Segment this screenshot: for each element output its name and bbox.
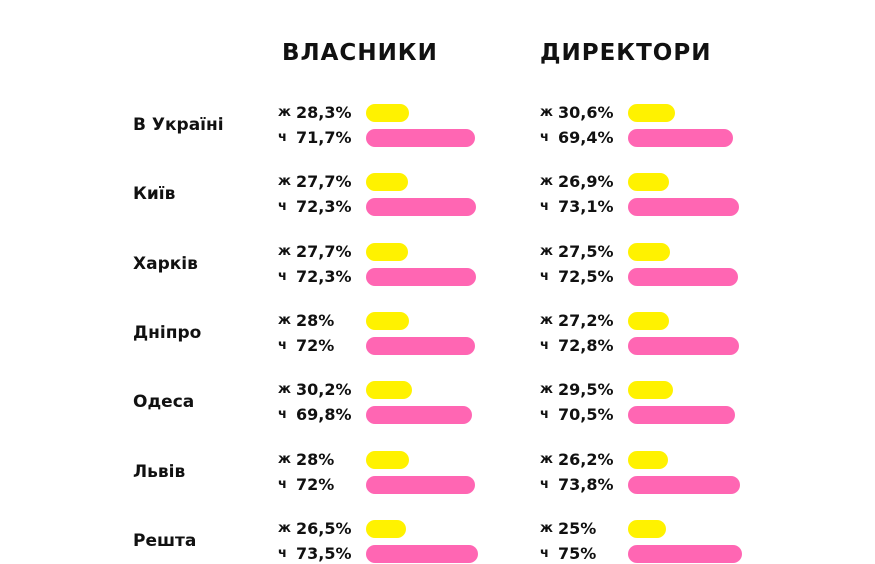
sex-label: ч: [540, 130, 549, 145]
value-label: 72,8%: [558, 335, 614, 355]
sex-label: ч: [278, 337, 287, 353]
bar-men: [628, 198, 739, 217]
value-label: 30,6%: [558, 103, 614, 122]
bar-women: [366, 104, 409, 122]
city-label: Львів: [133, 461, 186, 482]
value-label: 27,7%: [296, 241, 352, 261]
bar-women: [628, 173, 669, 192]
sex-label: ч: [278, 130, 287, 145]
value-label: 27,2%: [558, 310, 614, 330]
bar-men: [366, 267, 476, 286]
city-label: Дніпро: [133, 322, 202, 343]
city-label: Решта: [133, 530, 197, 551]
sex-label: ж: [540, 174, 553, 190]
bar-men: [628, 267, 738, 286]
sex-label: ч: [278, 199, 287, 215]
sex-label: ж: [278, 451, 291, 467]
value-label: 27,7%: [296, 172, 352, 192]
sex-label: ж: [278, 243, 291, 259]
value-label: 73,5%: [296, 543, 352, 563]
value-label: 26,9%: [558, 172, 614, 192]
sex-label: ч: [540, 476, 549, 492]
sex-label: ж: [540, 243, 553, 259]
value-label: 72,3%: [296, 266, 352, 286]
sex-label: ж: [540, 451, 553, 467]
sex-label: ж: [278, 105, 291, 120]
sex-label: ч: [278, 407, 287, 423]
bar-women: [628, 242, 670, 261]
bar-men: [628, 129, 733, 147]
bar-men: [628, 336, 739, 355]
bar-men: [628, 406, 735, 425]
sex-label: ч: [278, 268, 287, 284]
sex-label: ч: [540, 268, 549, 284]
bar-women: [628, 104, 675, 122]
sex-label: ч: [540, 407, 549, 423]
city-label: Одеса: [133, 392, 195, 413]
value-label: 72,3%: [296, 197, 352, 217]
value-label: 71,7%: [296, 128, 352, 147]
bar-men: [366, 336, 475, 355]
bar-men: [366, 129, 475, 147]
sex-label: ж: [278, 382, 291, 398]
column-title-directors: ДИРЕКТОРИ: [540, 40, 712, 66]
sex-label: ж: [278, 174, 291, 190]
sex-label: ж: [278, 520, 291, 536]
sex-label: ч: [540, 199, 549, 215]
bar-women: [366, 519, 406, 538]
column-title-owners: ВЛАСНИКИ: [282, 40, 438, 66]
bar-women: [366, 242, 408, 261]
value-label: 73,1%: [558, 197, 614, 217]
bar-men: [628, 544, 742, 563]
chart: ВЛАСНИКИ ДИРЕКТОРИ В Україні ж 28,3% ч 71,7%…: [133, 40, 742, 563]
bar-women: [628, 519, 666, 538]
value-label: 28%: [296, 449, 335, 469]
sex-label: ж: [540, 382, 553, 398]
sex-label: ч: [278, 545, 287, 561]
value-label: 72%: [296, 335, 335, 355]
value-label: 26,2%: [558, 449, 614, 469]
bar-men: [366, 544, 478, 563]
bar-women: [628, 450, 668, 469]
bar-women: [628, 381, 673, 400]
bar-women: [366, 381, 412, 400]
value-label: 75%: [558, 543, 597, 563]
value-label: 30,2%: [296, 380, 352, 400]
sex-label: ч: [540, 337, 549, 353]
bar-women: [628, 311, 669, 330]
value-label: 73,8%: [558, 474, 614, 494]
sex-label: ж: [540, 312, 553, 328]
city-label: В Україні: [133, 115, 224, 135]
sex-label: ч: [540, 545, 549, 561]
sex-label: ж: [278, 312, 291, 328]
value-label: 29,5%: [558, 380, 614, 400]
value-label: 28%: [296, 310, 335, 330]
value-label: 72%: [296, 474, 335, 494]
bar-women: [366, 450, 409, 469]
bar-men: [366, 406, 472, 425]
value-label: 69,8%: [296, 405, 352, 425]
city-label: Харків: [133, 253, 198, 274]
value-label: 70,5%: [558, 405, 614, 425]
bar-women: [366, 173, 408, 192]
value-label: 26,5%: [296, 518, 352, 538]
value-label: 28,3%: [296, 103, 352, 122]
value-label: 25%: [558, 518, 597, 538]
city-label: Київ: [133, 184, 176, 205]
bar-men: [366, 198, 476, 217]
bar-men: [628, 475, 740, 494]
sex-label: ч: [278, 476, 287, 492]
bar-women: [366, 311, 409, 330]
sex-label: ж: [540, 520, 553, 536]
value-label: 69,4%: [558, 128, 614, 147]
value-label: 72,5%: [558, 266, 614, 286]
bar-men: [366, 475, 475, 494]
value-label: 27,5%: [558, 241, 614, 261]
sex-label: ж: [540, 105, 553, 120]
